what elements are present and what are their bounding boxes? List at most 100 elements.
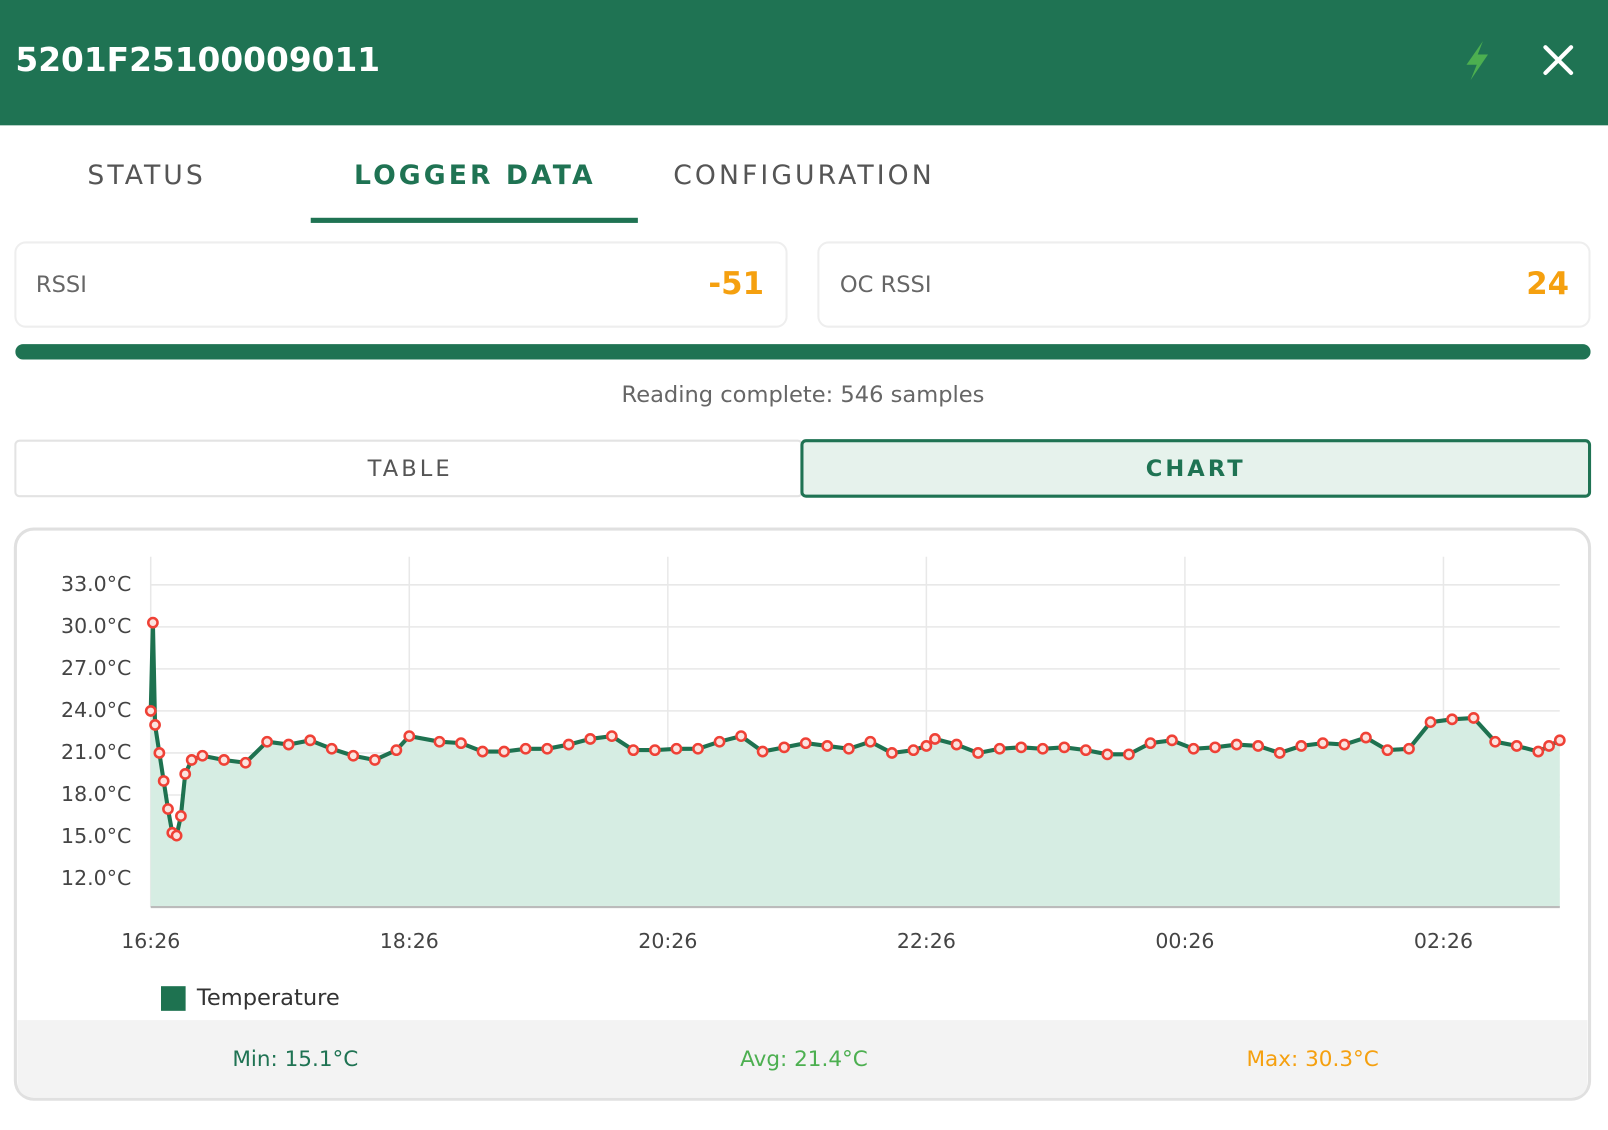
point xyxy=(562,738,575,751)
y-tick-label: 21.0°C xyxy=(61,740,131,764)
point xyxy=(1489,735,1502,748)
point xyxy=(1036,742,1049,755)
point xyxy=(1101,748,1114,761)
point xyxy=(1079,744,1092,757)
stat-min: Min: 15.1°C xyxy=(232,1047,358,1072)
point xyxy=(144,705,157,717)
point xyxy=(261,735,273,748)
close-button[interactable] xyxy=(1543,45,1574,75)
area xyxy=(150,622,1560,908)
point xyxy=(403,730,416,743)
rssi-label: RSSI xyxy=(36,272,87,298)
tab[interactable]: STATUS xyxy=(87,160,205,191)
y-tick-label: 12.0°C xyxy=(61,866,131,890)
charge-icon[interactable] xyxy=(1466,41,1489,81)
point xyxy=(950,738,963,751)
point xyxy=(1359,731,1372,744)
y-tick-label: 18.0°C xyxy=(61,782,131,806)
point xyxy=(170,829,183,842)
rssi-card xyxy=(14,241,788,328)
y-tick-label: 24.0°C xyxy=(61,698,131,722)
point xyxy=(584,733,597,745)
point xyxy=(157,775,170,787)
point xyxy=(390,744,403,757)
point xyxy=(1446,713,1458,726)
point xyxy=(1273,747,1286,759)
point xyxy=(713,735,726,748)
point xyxy=(1424,716,1437,729)
point xyxy=(476,745,489,758)
point xyxy=(864,735,877,748)
point xyxy=(886,747,898,759)
point xyxy=(1553,734,1566,747)
point xyxy=(1467,712,1480,724)
point xyxy=(670,742,683,755)
point xyxy=(627,744,640,757)
point xyxy=(541,742,554,755)
rssi-value: -51 xyxy=(708,266,764,302)
point xyxy=(153,747,166,759)
y-tick-label: 27.0°C xyxy=(61,656,131,680)
stats-bar xyxy=(17,1020,1588,1098)
point xyxy=(1166,734,1178,747)
point xyxy=(799,737,812,750)
point xyxy=(179,768,192,780)
point xyxy=(1230,738,1243,751)
x-tick-label: 20:26 xyxy=(638,929,697,953)
point xyxy=(1123,748,1135,761)
point xyxy=(1381,744,1394,757)
point xyxy=(1510,740,1523,752)
tab-indicator xyxy=(310,217,638,223)
chart-toggle[interactable] xyxy=(800,439,1592,498)
point xyxy=(972,747,984,759)
x-tick-label: 18:26 xyxy=(380,929,439,953)
tab-active[interactable]: LOGGER DATA xyxy=(354,160,596,191)
x-tick-label: 16:26 xyxy=(121,929,180,953)
point xyxy=(162,803,174,815)
point xyxy=(455,737,467,750)
y-tick-label: 15.0°C xyxy=(61,824,131,848)
point xyxy=(147,616,159,629)
point xyxy=(218,754,230,766)
point xyxy=(433,735,446,748)
point xyxy=(920,740,933,752)
point xyxy=(1338,738,1351,751)
point xyxy=(175,810,187,822)
x-tick-label: 00:26 xyxy=(1155,929,1214,953)
legend-swatch xyxy=(161,986,186,1011)
point xyxy=(907,744,920,757)
stat-avg: Avg: 21.4°C xyxy=(740,1047,868,1072)
progress-bar xyxy=(15,344,1591,360)
point xyxy=(1295,740,1308,752)
point xyxy=(842,742,855,755)
point xyxy=(498,745,510,758)
y-tick-label: 30.0°C xyxy=(61,614,131,638)
point xyxy=(1252,740,1265,752)
point xyxy=(735,730,747,743)
device-title: 5201F25100009011 xyxy=(15,41,380,79)
point xyxy=(756,745,769,758)
tab[interactable]: CONFIGURATION xyxy=(673,160,935,191)
x-tick-label: 22:26 xyxy=(897,929,956,953)
point xyxy=(1015,741,1028,754)
point xyxy=(1403,742,1415,755)
toggle-label[interactable]: TABLE xyxy=(367,456,453,482)
point xyxy=(692,742,704,755)
point xyxy=(282,738,295,751)
point xyxy=(649,744,661,757)
toggle-label[interactable]: CHART xyxy=(1146,456,1246,482)
point xyxy=(1209,741,1221,754)
point xyxy=(368,754,381,766)
point xyxy=(1187,742,1200,755)
point xyxy=(149,719,161,731)
point xyxy=(778,741,791,754)
stat-max: Max: 30.3°C xyxy=(1246,1047,1378,1072)
point xyxy=(929,733,941,745)
point xyxy=(1144,737,1157,750)
point xyxy=(347,749,360,762)
point xyxy=(196,749,209,762)
point xyxy=(1316,737,1329,750)
point xyxy=(519,742,532,755)
